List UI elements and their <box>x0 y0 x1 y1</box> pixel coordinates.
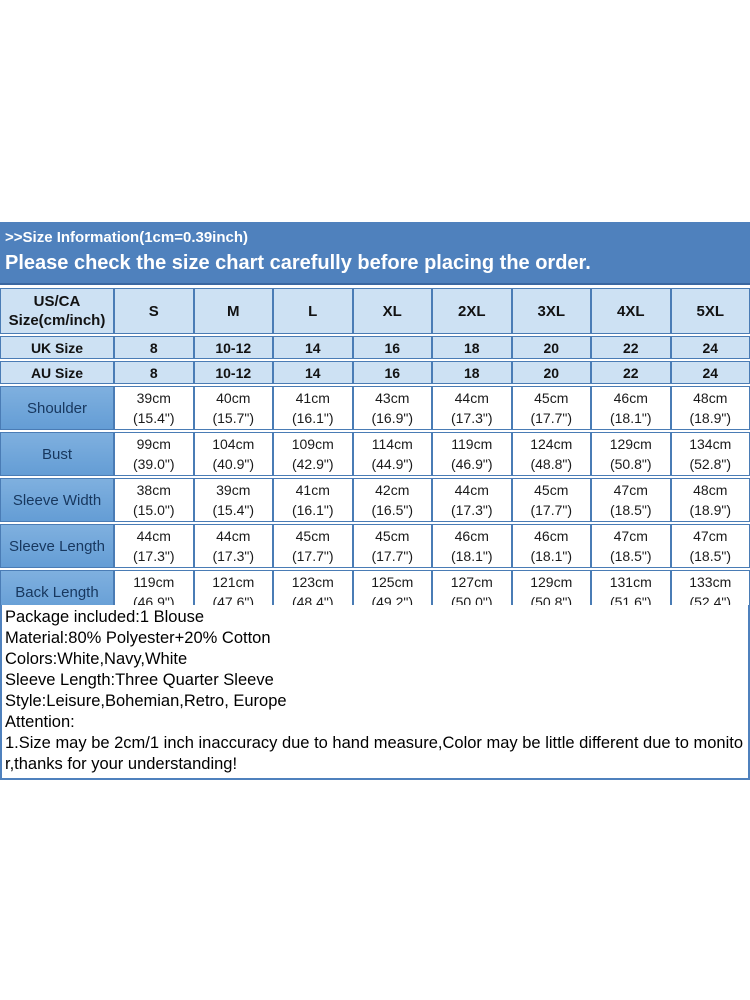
uk-size-value: 20 <box>511 336 591 359</box>
product-details: Package included:1 Blouse Material:80% P… <box>0 605 750 780</box>
detail-line-colors: Colors:White,Navy,White <box>5 650 188 668</box>
measurement-cell: 39cm (15.4") <box>114 386 194 430</box>
au-size-value: 24 <box>670 361 750 384</box>
measurement-row-bust: Bust 99cm (39.0") 104cm (40.9") 109cm (4… <box>0 432 750 476</box>
detail-line-sleeve: Sleeve Length:Three Quarter Sleeve <box>5 671 274 689</box>
measurement-row-sleeve-width: Sleeve Width 38cm (15.0") 39cm (15.4") 4… <box>0 478 750 522</box>
column-header-2xl: 2XL <box>432 288 512 334</box>
measurement-cell: 104cm (40.9") <box>193 432 273 476</box>
au-size-value: 20 <box>511 361 591 384</box>
uk-size-value: 18 <box>432 336 512 359</box>
measurement-cell: 42cm (16.5") <box>352 478 432 522</box>
row-label-au: AU Size <box>0 361 114 384</box>
au-size-value: 16 <box>352 361 432 384</box>
measurement-cell: 41cm (16.1") <box>273 386 353 430</box>
measurement-cell: 45cm (17.7") <box>273 524 353 568</box>
measurement-cell: 44cm (17.3") <box>193 524 273 568</box>
measurement-cell: 47cm (18.5") <box>591 478 671 522</box>
measurement-cell: 43cm (16.9") <box>352 386 432 430</box>
measurement-cell: 99cm (39.0") <box>114 432 194 476</box>
measurement-row-back-length: Back Length 119cm (46.9") 121cm (47.6") … <box>0 570 750 614</box>
detail-line-attention: Attention: <box>5 713 75 731</box>
row-label-sleeve-width: Sleeve Width <box>0 478 114 522</box>
uk-size-value: 8 <box>114 336 194 359</box>
measurement-cell: 44cm (17.3") <box>432 478 512 522</box>
detail-line-package: Package included:1 Blouse <box>5 608 205 626</box>
au-size-value: 8 <box>114 361 194 384</box>
uk-size-value: 24 <box>670 336 750 359</box>
detail-line-style: Style:Leisure,Bohemian,Retro, Europe <box>5 692 287 710</box>
measurement-cell: 45cm (17.7") <box>511 478 591 522</box>
column-header-m: M <box>193 288 273 334</box>
au-size-value: 10-12 <box>193 361 273 384</box>
column-header-5xl: 5XL <box>670 288 750 334</box>
row-label-bust: Bust <box>0 432 114 476</box>
row-label-sleeve-length: Sleeve Length <box>0 524 114 568</box>
measurement-row-shoulder: Shoulder 39cm (15.4") 40cm (15.7") 41cm … <box>0 386 750 430</box>
detail-line-notice: 1.Size may be 2cm/1 inch inaccuracy due … <box>5 734 744 773</box>
table-header-row: US/CA Size(cm/inch) S M L XL 2XL 3XL 4XL… <box>0 288 750 334</box>
row-label-shoulder: Shoulder <box>0 386 114 430</box>
measurement-cell: 46cm (18.1") <box>511 524 591 568</box>
banner-title: >>Size Information(1cm=0.39inch) <box>5 229 248 246</box>
measurement-cell: 134cm (52.8") <box>670 432 750 476</box>
uk-size-value: 10-12 <box>193 336 273 359</box>
measurement-cell: 46cm (18.1") <box>432 524 512 568</box>
banner-subtitle: Please check the size chart carefully be… <box>5 252 591 274</box>
measurement-cell: 41cm (16.1") <box>273 478 353 522</box>
measurement-cell: 38cm (15.0") <box>114 478 194 522</box>
measurement-cell: 47cm (18.5") <box>591 524 671 568</box>
au-size-value: 18 <box>432 361 512 384</box>
uk-size-value: 16 <box>352 336 432 359</box>
measurement-cell: 44cm (17.3") <box>432 386 512 430</box>
measurement-cell: 44cm (17.3") <box>114 524 194 568</box>
detail-line-material: Material:80% Polyester+20% Cotton <box>5 629 271 647</box>
measurement-cell: 39cm (15.4") <box>193 478 273 522</box>
column-header-l: L <box>273 288 353 334</box>
column-header-4xl: 4XL <box>591 288 671 334</box>
au-size-value: 14 <box>273 361 353 384</box>
measurement-row-sleeve-length: Sleeve Length 44cm (17.3") 44cm (17.3") … <box>0 524 750 568</box>
row-label-uk: UK Size <box>0 336 114 359</box>
uk-size-value: 22 <box>591 336 671 359</box>
measurement-cell: 48cm (18.9") <box>670 386 750 430</box>
corner-header: US/CA Size(cm/inch) <box>0 288 114 334</box>
au-size-row: AU Size 8 10-12 14 16 18 20 22 24 <box>0 361 750 384</box>
measurement-cell: 129cm (50.8") <box>591 432 671 476</box>
measurement-cell: 124cm (48.8") <box>511 432 591 476</box>
au-size-value: 22 <box>591 361 671 384</box>
measurement-cell: 47cm (18.5") <box>670 524 750 568</box>
size-chart-table: US/CA Size(cm/inch) S M L XL 2XL 3XL 4XL… <box>0 286 750 616</box>
measurement-cell: 119cm (46.9") <box>432 432 512 476</box>
measurement-cell: 45cm (17.7") <box>511 386 591 430</box>
column-header-3xl: 3XL <box>511 288 591 334</box>
measurement-cell: 45cm (17.7") <box>352 524 432 568</box>
measurement-cell: 46cm (18.1") <box>591 386 671 430</box>
column-header-s: S <box>114 288 194 334</box>
measurement-cell: 48cm (18.9") <box>670 478 750 522</box>
column-header-xl: XL <box>352 288 432 334</box>
uk-size-value: 14 <box>273 336 353 359</box>
banner: >>Size Information(1cm=0.39inch) Please … <box>0 222 750 285</box>
measurement-cell: 114cm (44.9") <box>352 432 432 476</box>
uk-size-row: UK Size 8 10-12 14 16 18 20 22 24 <box>0 336 750 359</box>
measurement-cell: 40cm (15.7") <box>193 386 273 430</box>
measurement-cell: 109cm (42.9") <box>273 432 353 476</box>
